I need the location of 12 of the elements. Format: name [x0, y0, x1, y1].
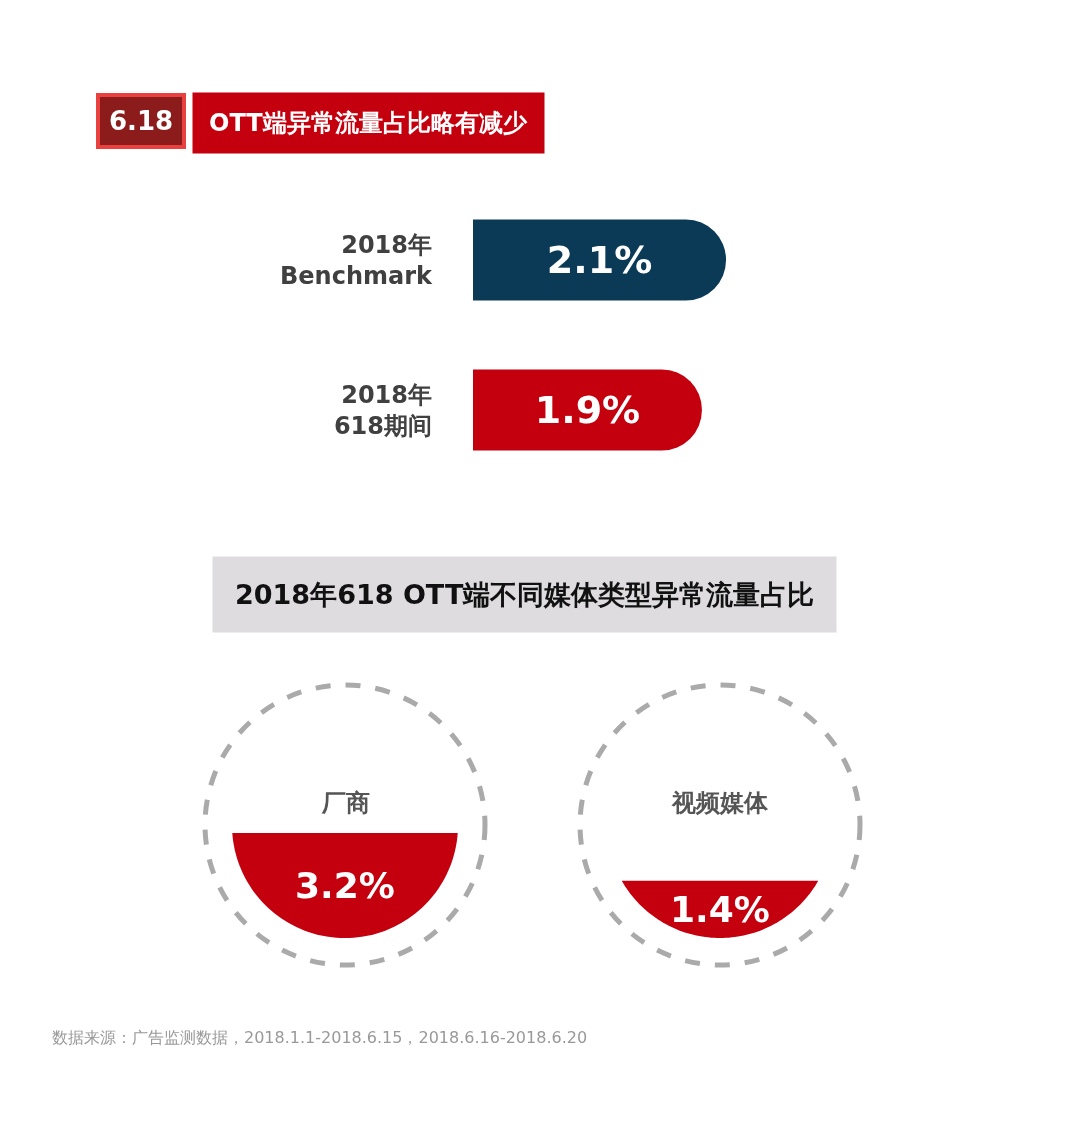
y-tick-label: 2018年 618期间	[333, 380, 432, 440]
chart-title: OTT端异常流量占比略有减少	[209, 109, 528, 137]
y-tick-label: 2018年 Benchmark	[280, 230, 434, 290]
category-label: 视频媒体	[671, 789, 769, 817]
source-note: 数据来源：广告监测数据，2018.1.1-2018.6.15，2018.6.16-2018.6.20	[52, 1028, 588, 1047]
text: 2018年618 OTT端不同媒体类型异常流量占比	[235, 579, 815, 610]
data-label: 1.9%	[534, 388, 641, 432]
category-label: 厂商	[321, 789, 370, 817]
data-label: 1.4%	[670, 889, 770, 930]
text: 6.18	[109, 106, 174, 136]
data-label: 3.2%	[295, 865, 395, 906]
data-label: 2.1%	[546, 238, 653, 282]
